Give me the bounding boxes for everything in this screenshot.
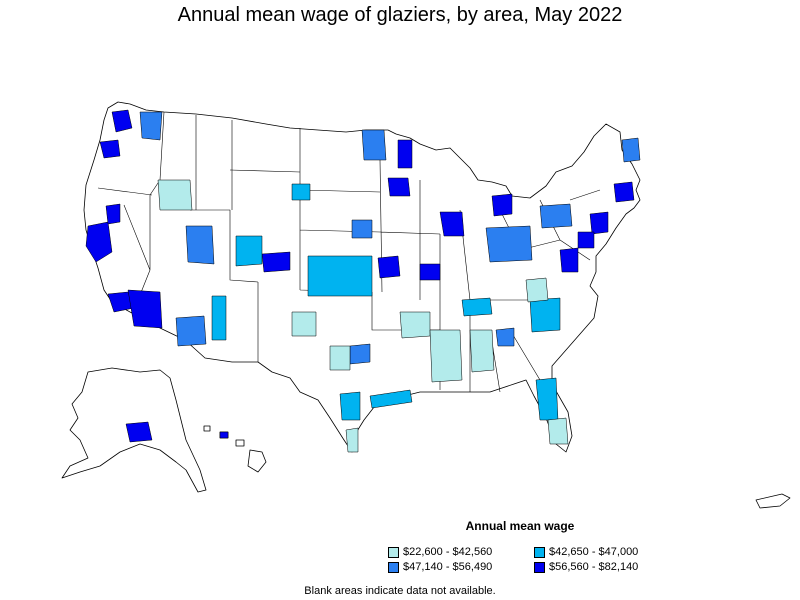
area-texas-west bbox=[329, 345, 351, 371]
area-maine bbox=[621, 137, 641, 163]
area-tennessee bbox=[461, 297, 493, 317]
areas-tier-1 bbox=[157, 179, 569, 453]
legend-swatch-tier-2 bbox=[534, 546, 545, 558]
area-boston bbox=[613, 181, 635, 203]
legend-swatch-tier-3 bbox=[388, 561, 399, 573]
area-montana-east bbox=[291, 183, 311, 201]
wage-areas bbox=[85, 109, 641, 453]
puerto-rico bbox=[755, 493, 791, 509]
legend-item-tier-2: $42,650 - $47,000 bbox=[534, 546, 638, 558]
area-denver bbox=[261, 251, 291, 273]
legend-label-tier-2: $42,650 - $47,000 bbox=[549, 546, 639, 558]
area-minneapolis bbox=[387, 177, 411, 197]
area-wa-east bbox=[139, 111, 163, 141]
areas-tier-2 bbox=[211, 183, 561, 421]
map-title: Annual mean wage of glaziers, by area, M… bbox=[177, 4, 623, 26]
area-carolinas bbox=[529, 297, 561, 333]
area-chicago bbox=[439, 211, 465, 237]
area-sf-bay bbox=[85, 221, 113, 263]
areas-tier-4 bbox=[85, 109, 635, 443]
area-new-york bbox=[589, 211, 609, 235]
legend-swatch-tier-4 bbox=[534, 561, 545, 573]
area-south-texas bbox=[345, 427, 359, 453]
area-west-virginia bbox=[525, 277, 549, 303]
legend-label-tier-4: $56,560 - $82,140 bbox=[549, 561, 639, 573]
area-kansas bbox=[307, 255, 373, 297]
area-arizona bbox=[175, 315, 207, 347]
area-alabama bbox=[469, 329, 495, 373]
area-inland-empire bbox=[127, 289, 163, 329]
area-philadelphia bbox=[577, 231, 595, 249]
area-iowa bbox=[351, 219, 373, 239]
area-detroit bbox=[491, 193, 513, 217]
area-anchorage bbox=[125, 421, 153, 443]
area-st-louis bbox=[419, 263, 441, 281]
hawaii-big-island bbox=[247, 449, 267, 473]
areas-tier-3 bbox=[139, 111, 641, 365]
area-florida-south bbox=[547, 417, 569, 445]
area-pennsylvania bbox=[539, 203, 573, 229]
state-outlines bbox=[61, 101, 791, 509]
area-wisconsin bbox=[361, 129, 387, 161]
area-texas-east bbox=[339, 391, 361, 421]
legend-label-tier-3: $47,140 - $56,490 bbox=[403, 561, 493, 573]
area-colorado bbox=[235, 235, 263, 267]
area-honolulu bbox=[219, 431, 229, 439]
hawaii-maui bbox=[235, 439, 245, 447]
area-oklahoma bbox=[349, 343, 371, 365]
legend-item-tier-1: $22,600 - $42,560 bbox=[388, 546, 492, 558]
area-gulf-coast bbox=[369, 389, 413, 409]
area-georgia bbox=[495, 327, 515, 347]
data-availability-note: Blank areas indicate data not available. bbox=[304, 585, 496, 597]
area-northern-mn bbox=[397, 139, 413, 169]
area-kansas-city bbox=[377, 255, 401, 279]
area-arkansas bbox=[399, 311, 431, 339]
area-sw-idaho bbox=[185, 225, 215, 265]
legend-label-tier-1: $22,600 - $42,560 bbox=[403, 546, 493, 558]
legend-item-tier-4: $56,560 - $82,140 bbox=[534, 561, 638, 573]
area-nevada-south bbox=[211, 295, 227, 341]
area-seattle bbox=[111, 109, 133, 133]
area-sacramento bbox=[105, 203, 121, 225]
hawaii-kauai bbox=[203, 425, 211, 432]
area-ohio bbox=[485, 225, 533, 263]
legend-title: Annual mean wage bbox=[465, 519, 575, 533]
area-new-mexico bbox=[291, 311, 317, 337]
legend-item-tier-3: $47,140 - $56,490 bbox=[388, 561, 492, 573]
legend-swatch-tier-1 bbox=[388, 546, 399, 558]
area-florida bbox=[535, 377, 559, 421]
area-nevada-north bbox=[157, 179, 193, 211]
area-washington-dc bbox=[559, 247, 579, 273]
area-mississippi bbox=[429, 329, 463, 383]
area-portland bbox=[99, 139, 121, 159]
